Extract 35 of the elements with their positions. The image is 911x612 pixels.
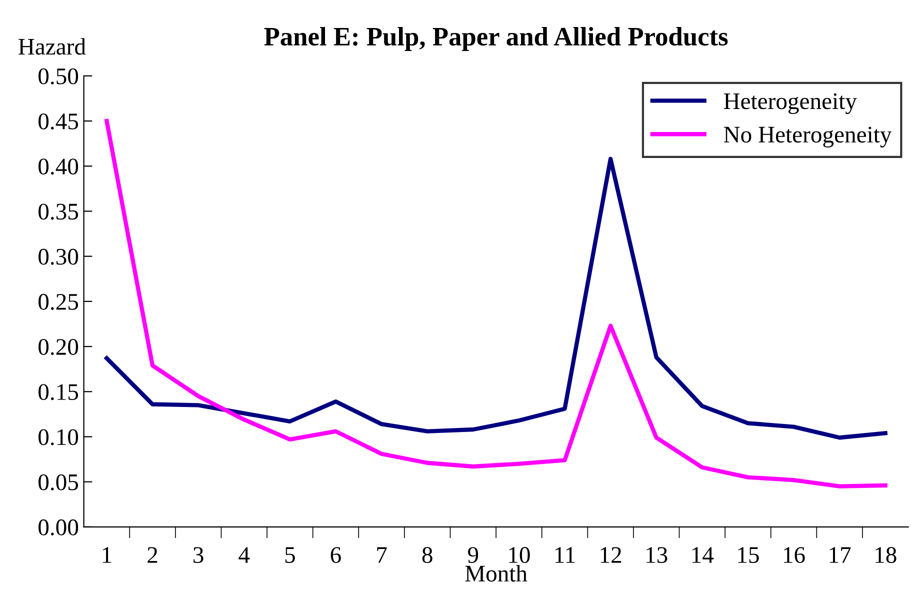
x-tick-label: 11 xyxy=(555,547,575,563)
x-axis-title: Month xyxy=(465,565,528,582)
x-tick-label: 6 xyxy=(330,547,341,563)
x-tick-label: 1 xyxy=(102,547,112,563)
x-tick-label: 2 xyxy=(148,547,158,563)
legend-label: Heterogeneity xyxy=(724,93,857,114)
x-tick-label: 10 xyxy=(509,547,530,563)
y-axis-title: Hazard xyxy=(18,38,86,55)
x-tick-label: 14 xyxy=(692,547,714,563)
y-tick-label: 0.45 xyxy=(38,113,78,130)
y-tick-label: 0.50 xyxy=(38,68,78,84)
x-tick-label: 15 xyxy=(738,547,759,563)
y-tick-label: 0.25 xyxy=(38,294,78,310)
x-tick-label: 3 xyxy=(194,547,204,563)
y-tick-label: 0.15 xyxy=(38,384,78,400)
y-tick-label: 0.35 xyxy=(38,204,78,220)
x-tick-label: 5 xyxy=(285,547,295,563)
x-tick-label: 16 xyxy=(784,547,805,563)
chart-title: Panel E: Pulp, Paper and Allied Products xyxy=(264,27,728,51)
line-series xyxy=(104,156,888,440)
y-tick-label: 0.00 xyxy=(38,519,78,536)
x-tick-label: 12 xyxy=(600,547,622,563)
x-tick-label: 13 xyxy=(646,547,668,563)
legend-label: No Heterogeneity xyxy=(724,126,892,148)
y-tick-label: 0.30 xyxy=(38,248,78,265)
x-tick-label: 8 xyxy=(422,547,432,563)
x-tick-label: 18 xyxy=(876,547,896,563)
x-tick-label: 4 xyxy=(238,547,250,563)
y-tick-label: 0.40 xyxy=(38,158,78,175)
y-tick-label: 0.10 xyxy=(38,429,78,446)
x-tick-label: 9 xyxy=(468,547,478,563)
x-tick-label: 7 xyxy=(377,547,387,563)
y-tick-label: 0.20 xyxy=(38,339,78,356)
x-tick-label: 17 xyxy=(830,547,851,563)
y-tick-label: 0.05 xyxy=(38,474,78,490)
